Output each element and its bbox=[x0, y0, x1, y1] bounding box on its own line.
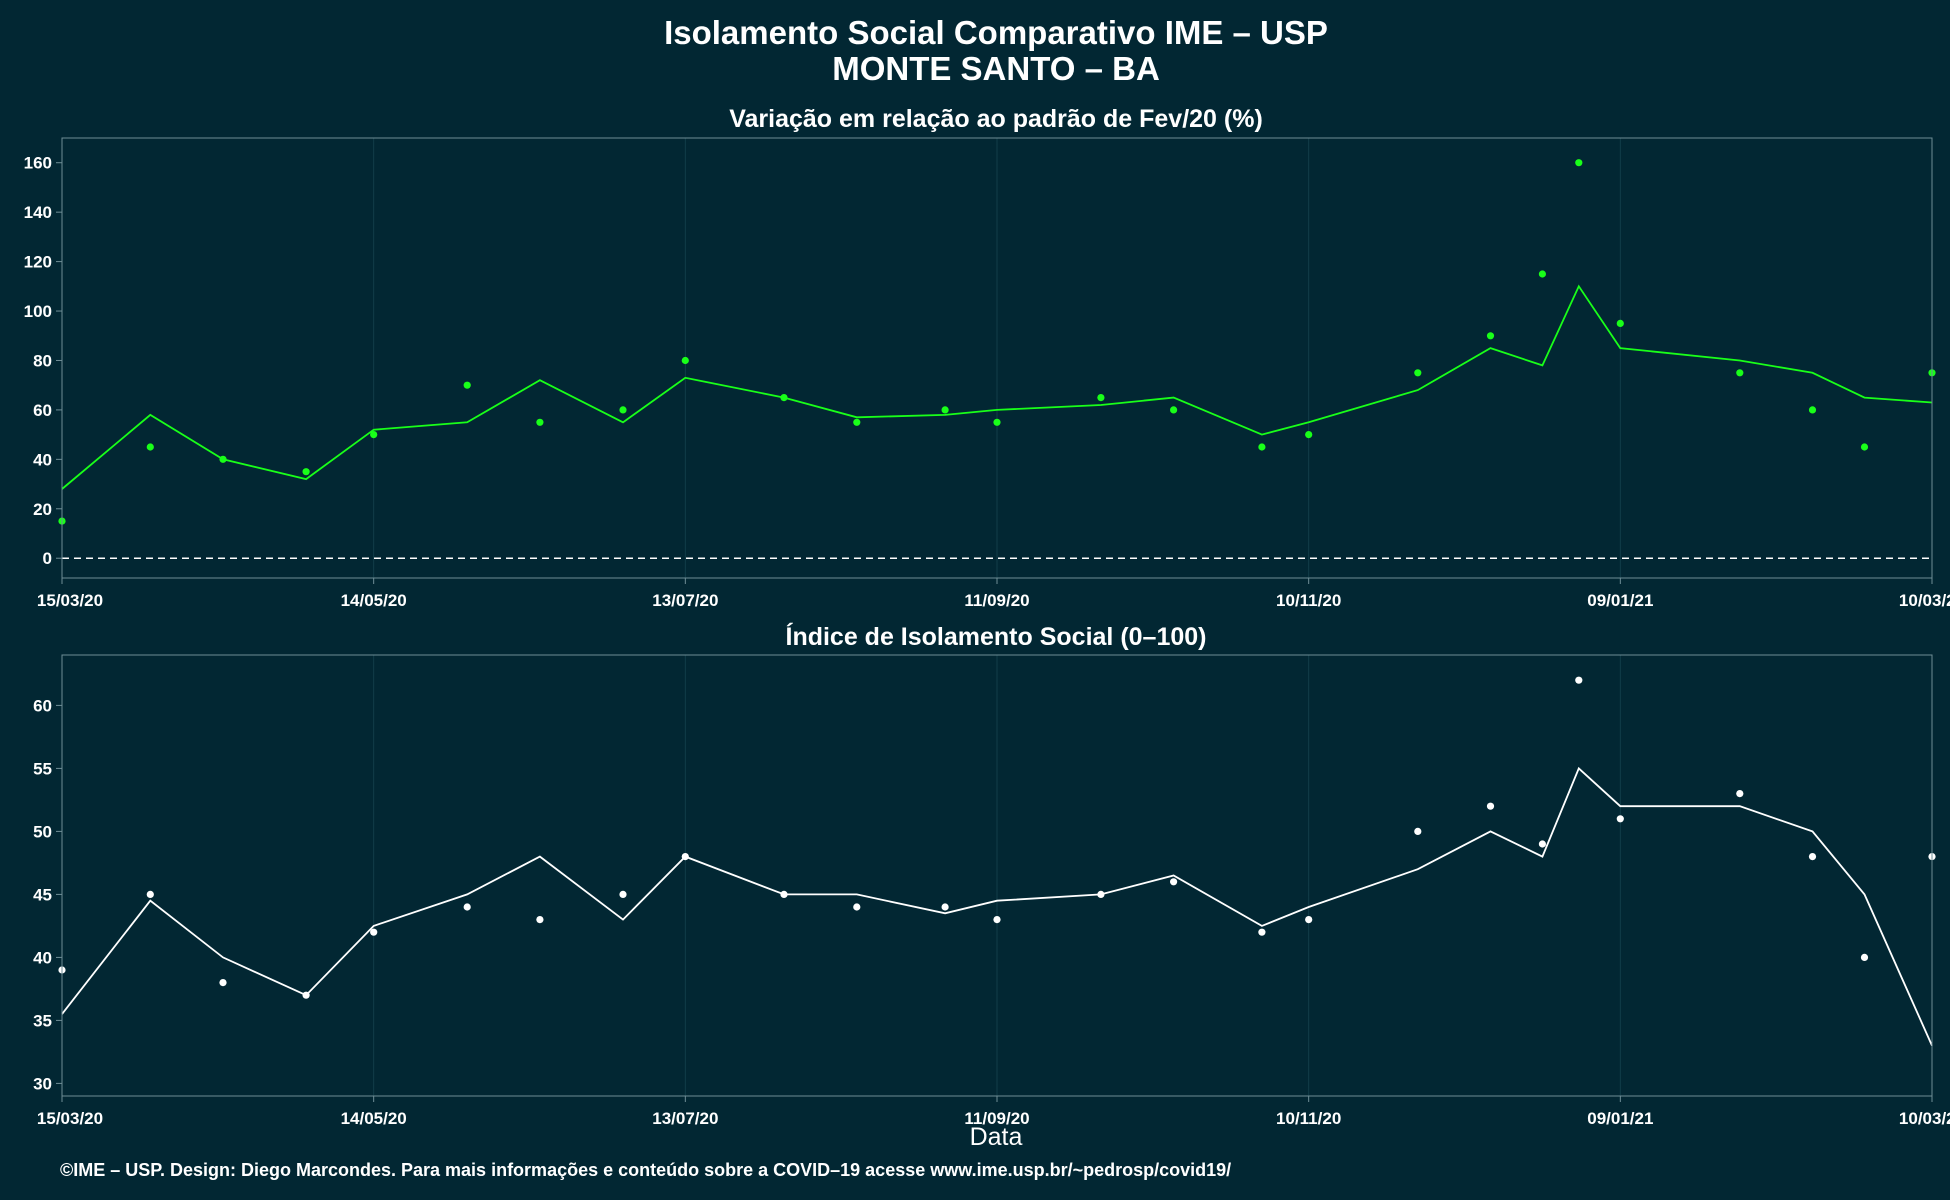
data-point bbox=[1414, 369, 1422, 377]
moving-average-line bbox=[61, 284, 1933, 490]
data-point bbox=[1097, 394, 1105, 402]
data-point bbox=[536, 916, 544, 924]
x-tick-label: 11/09/20 bbox=[964, 591, 1029, 610]
data-point bbox=[681, 356, 689, 365]
panel-border bbox=[61, 654, 1933, 1097]
data-point bbox=[1860, 953, 1869, 962]
y-tick-label: 50 bbox=[33, 822, 52, 841]
footer-credit: ©IME – USP. Design: Diego Marcondes. Par… bbox=[60, 1160, 1231, 1180]
x-tick-label: 10/11/20 bbox=[1276, 1109, 1341, 1128]
data-point bbox=[1258, 928, 1266, 936]
data-point bbox=[993, 418, 1001, 426]
x-tick-label: 14/05/20 bbox=[341, 591, 407, 610]
data-point bbox=[146, 443, 154, 451]
x-tick-label: 10/03/21 bbox=[1899, 1109, 1950, 1128]
bottom-panel-title: Índice de Isolamento Social (0–100) bbox=[786, 622, 1207, 651]
data-point bbox=[536, 418, 544, 426]
y-tick-label: 100 bbox=[24, 302, 52, 321]
data-point bbox=[463, 381, 471, 389]
x-tick-label: 11/09/20 bbox=[964, 1109, 1029, 1128]
data-point bbox=[1258, 443, 1266, 451]
x-tick-label: 13/07/20 bbox=[652, 1109, 718, 1128]
data-point bbox=[1808, 406, 1817, 414]
y-tick-label: 20 bbox=[33, 500, 52, 519]
moving-average-line bbox=[61, 766, 1933, 1046]
data-point bbox=[1736, 369, 1744, 377]
data-point bbox=[1736, 790, 1744, 798]
y-tick-label: 60 bbox=[33, 401, 52, 420]
data-point bbox=[619, 890, 627, 899]
data-point bbox=[463, 903, 471, 911]
data-point bbox=[1616, 815, 1624, 823]
x-tick-label: 13/07/20 bbox=[652, 591, 718, 610]
data-point bbox=[1575, 676, 1583, 684]
bottom-panel: 30 35 40 45 50 55 60 15/03/20 14/05/20 13/07/20 11… bbox=[33, 654, 1950, 1128]
data-point bbox=[370, 928, 378, 936]
data-point bbox=[1305, 916, 1313, 924]
data-point bbox=[1414, 827, 1422, 836]
data-point bbox=[1486, 332, 1495, 340]
y-tick-label: 40 bbox=[33, 450, 52, 469]
y-tick-label: 35 bbox=[33, 1011, 52, 1030]
x-tick-label: 09/01/21 bbox=[1587, 1109, 1653, 1128]
top-panel-title: Variação em relação ao padrão de Fev/20 … bbox=[729, 105, 1263, 133]
data-point bbox=[146, 890, 154, 899]
data-point bbox=[619, 406, 627, 414]
x-axis-title: Data bbox=[970, 1123, 1023, 1151]
data-point bbox=[1170, 406, 1178, 414]
data-point bbox=[1538, 270, 1546, 278]
chart-title: Isolamento Social Comparativo IME – USP bbox=[664, 14, 1328, 51]
y-tick-label: 60 bbox=[33, 696, 52, 715]
data-point bbox=[1305, 431, 1313, 439]
y-tick-label: 140 bbox=[24, 203, 52, 222]
panel-border bbox=[61, 137, 1933, 579]
data-point bbox=[1486, 802, 1495, 810]
data-point bbox=[853, 418, 861, 426]
x-tick-label: 15/03/20 bbox=[37, 1109, 103, 1128]
x-tick-label: 15/03/20 bbox=[37, 591, 103, 610]
y-tick-label: 120 bbox=[24, 253, 52, 272]
y-tick-label: 45 bbox=[33, 885, 52, 904]
data-point bbox=[1170, 878, 1178, 886]
y-tick-label: 80 bbox=[33, 351, 52, 370]
y-tick-label: 55 bbox=[33, 759, 52, 778]
x-tick-label: 10/03/21 bbox=[1899, 591, 1950, 610]
data-point bbox=[1860, 443, 1869, 451]
data-point bbox=[941, 406, 949, 414]
x-tick-label: 09/01/21 bbox=[1587, 591, 1653, 610]
y-tick-label: 40 bbox=[33, 948, 52, 967]
y-tick-label: 0 bbox=[43, 549, 52, 568]
data-point bbox=[853, 903, 861, 911]
top-panel: 0 20 40 60 80 100 120 140 160 15/03/20 14/05/20 13/… bbox=[24, 137, 1950, 610]
data-point bbox=[370, 431, 378, 439]
data-point bbox=[941, 903, 949, 911]
y-tick-label: 160 bbox=[24, 154, 52, 173]
data-point bbox=[993, 916, 1001, 924]
data-point bbox=[1808, 853, 1817, 861]
data-point bbox=[302, 468, 310, 476]
data-point bbox=[1616, 319, 1624, 327]
data-point bbox=[1538, 840, 1546, 848]
data-point bbox=[219, 979, 227, 987]
x-tick-label: 10/11/20 bbox=[1276, 591, 1341, 610]
x-tick-label: 14/05/20 bbox=[341, 1109, 407, 1128]
data-point bbox=[1575, 159, 1583, 167]
chart-subtitle: MONTE SANTO – BA bbox=[832, 50, 1160, 87]
y-tick-label: 30 bbox=[33, 1074, 52, 1093]
